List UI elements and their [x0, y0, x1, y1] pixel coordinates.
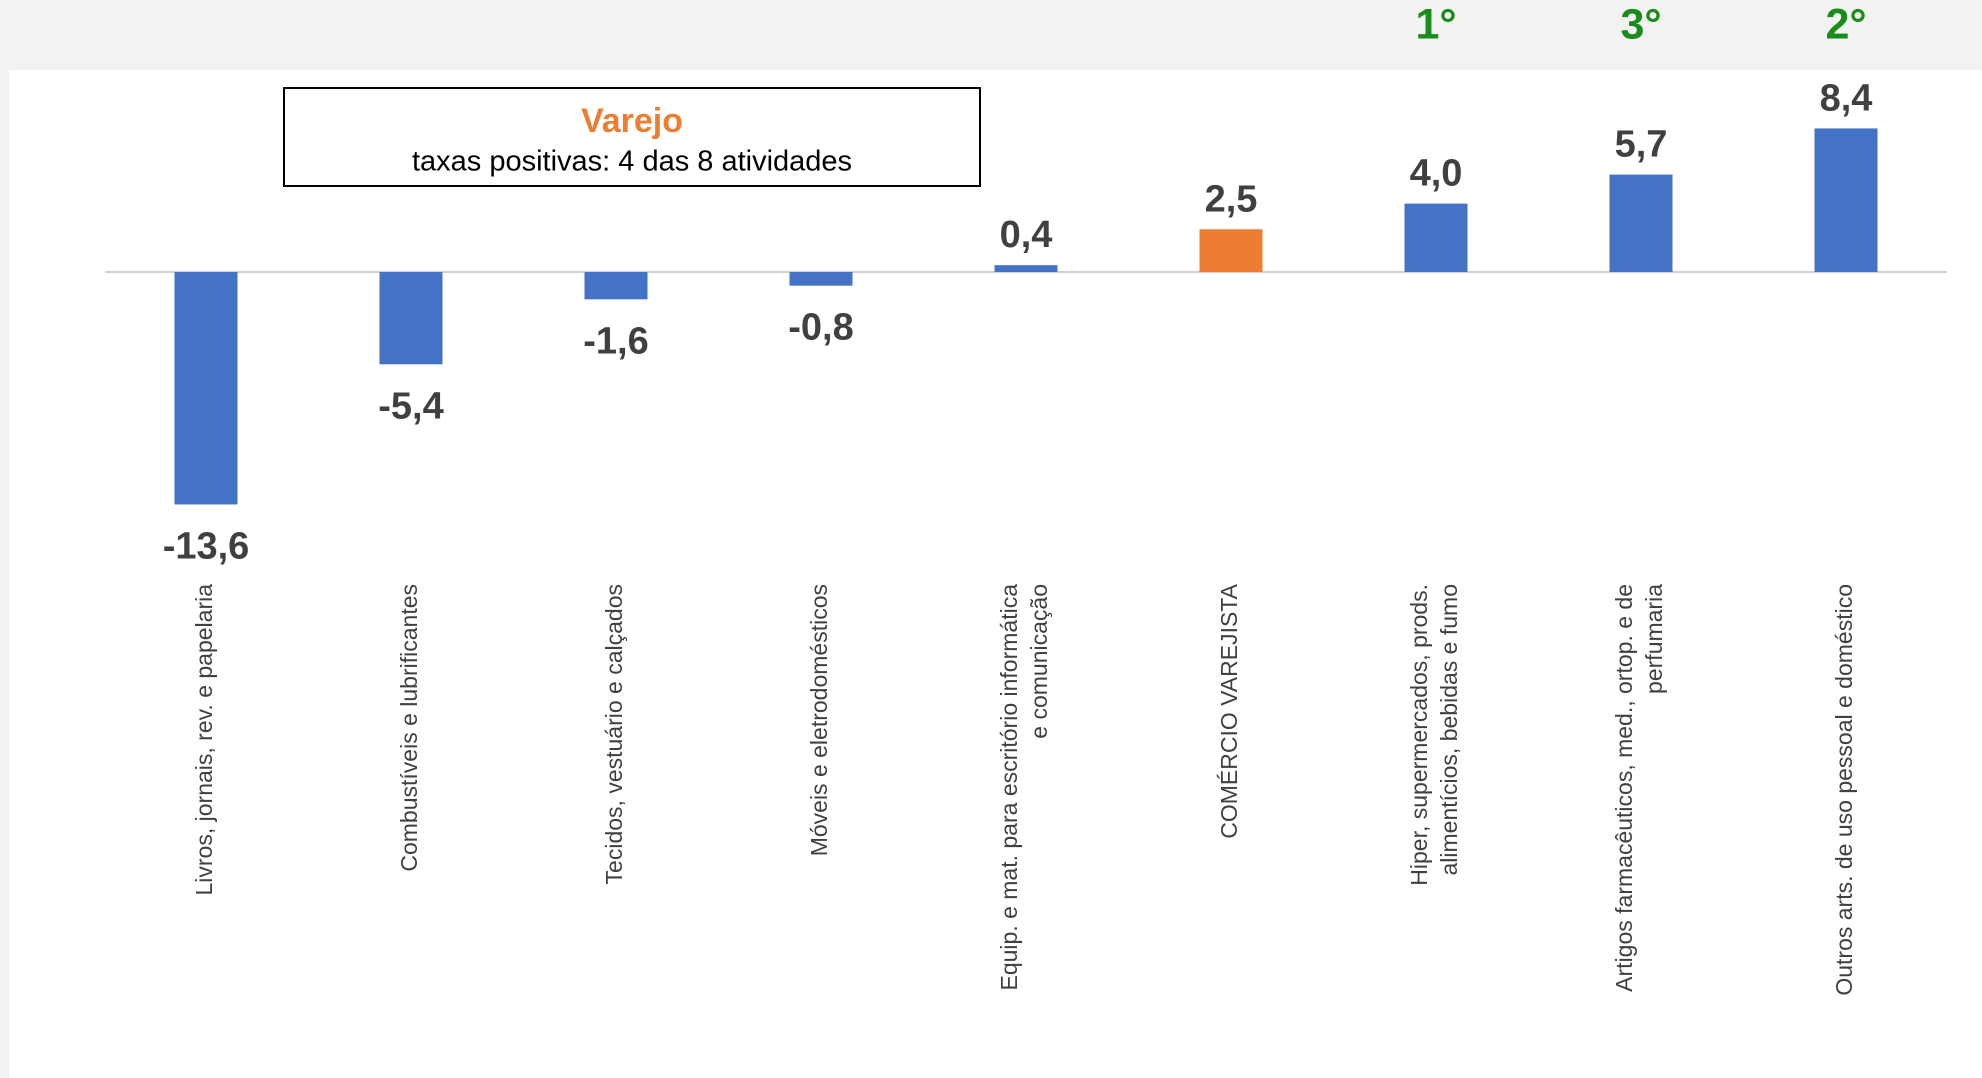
category-label: Equip. e mat. para escritório informátic…: [996, 584, 1052, 991]
value-label: -0,8: [788, 307, 853, 349]
bar: [789, 272, 853, 286]
value-label: -5,4: [378, 385, 443, 427]
box-title: Varejo: [581, 102, 683, 140]
value-label: 5,7: [1615, 124, 1668, 166]
bar: [1609, 174, 1673, 272]
bar: [1814, 128, 1878, 272]
value-label: 8,4: [1820, 77, 1873, 119]
box-subtitle: taxas positivas: 4 das 8 atividades: [412, 146, 852, 178]
category-label: Outros arts. de uso pessoal e doméstico: [1831, 584, 1857, 996]
category-label: Tecidos, vestuário e calçados: [601, 584, 627, 884]
bar: [1199, 229, 1263, 272]
rank-label: 2°: [1825, 0, 1866, 48]
value-label: -1,6: [583, 320, 648, 362]
bar: [1404, 203, 1468, 272]
value-label: 0,4: [1000, 214, 1053, 256]
rank-label: 1°: [1415, 0, 1456, 48]
note-box: [283, 87, 981, 187]
value-label: -13,6: [163, 525, 250, 567]
value-label: 2,5: [1205, 178, 1258, 220]
category-label: COMÉRCIO VAREJISTA: [1216, 583, 1242, 838]
category-label: Móveis e eletrodomésticos: [806, 584, 832, 856]
bar: [174, 272, 238, 505]
bar: [379, 272, 443, 365]
category-label: Combustíveis e lubrificantes: [396, 584, 422, 872]
bar: [994, 265, 1058, 272]
category-label: Artigos farmacêuticos, med., ortop. e de…: [1611, 584, 1667, 992]
rank-label: 3°: [1620, 0, 1661, 48]
category-label: Hiper, supermercados, prods. alimentícios…: [1406, 584, 1462, 886]
bar: [584, 272, 648, 300]
value-label: 4,0: [1410, 153, 1463, 195]
category-label: Livros, jornais, rev. e papelaria: [191, 584, 217, 896]
